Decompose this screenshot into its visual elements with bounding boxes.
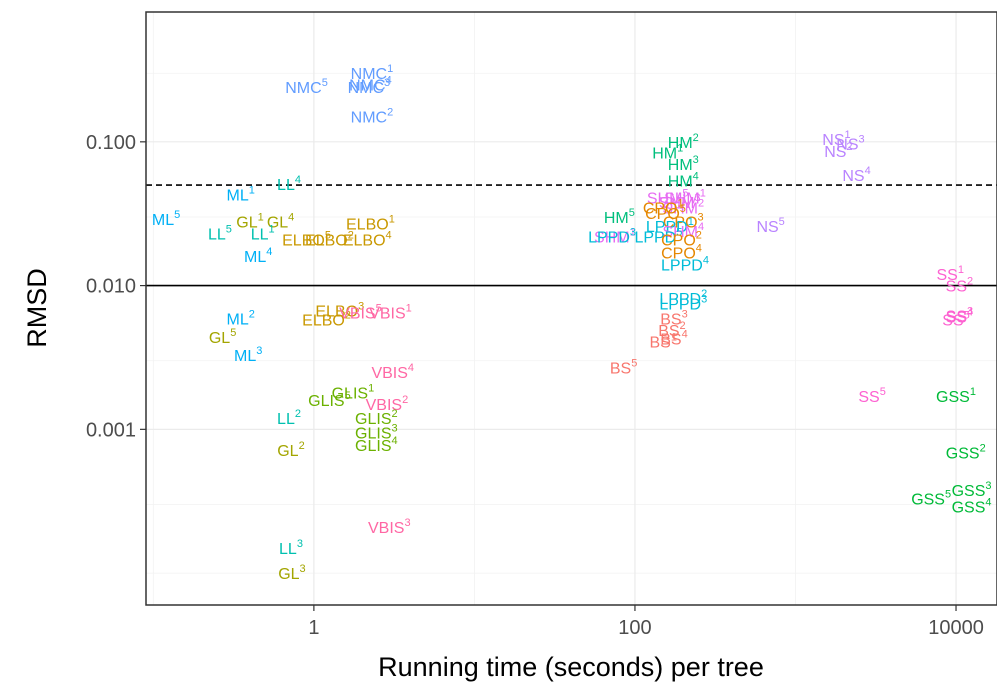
- point-label-shm: SHM2: [662, 197, 704, 217]
- point-label-lppd: LPPD3: [659, 294, 707, 314]
- point-label-glis: GLIS5: [308, 390, 351, 410]
- point-label-ll: LL5: [208, 224, 232, 244]
- y-tick-label: 0.001: [86, 419, 136, 441]
- point-label-ml: ML3: [234, 345, 262, 365]
- x-tick-label: 1: [308, 617, 319, 639]
- point-label-ns: NS5: [756, 216, 784, 236]
- y-axis: 0.001 0.010 0.100: [86, 132, 146, 441]
- point-label-ss: SS3: [946, 305, 973, 325]
- point-label-hm: HM3: [668, 154, 699, 174]
- point-label-gl: GL3: [278, 563, 305, 583]
- point-label-hm: HM4: [668, 170, 699, 190]
- point-label-cpo: CPO3: [663, 211, 704, 231]
- point-label-ml: ML1: [227, 185, 255, 205]
- point-label-nmc: NMC2: [351, 107, 394, 127]
- point-label-ml: ML2: [227, 309, 255, 329]
- point-label-gl: GL4: [267, 211, 294, 231]
- point-label-ss: SS5: [858, 386, 885, 406]
- point-label-ss: SS4: [946, 306, 973, 326]
- point-label-gss: GSS3: [952, 480, 992, 500]
- point-label-hm: HM2: [668, 132, 699, 152]
- point-label-ns: NS4: [842, 165, 870, 185]
- reference-lines: [146, 184, 997, 287]
- point-label-elbo: ELBO2: [302, 310, 351, 330]
- point-label-gl: GL1: [236, 211, 263, 231]
- point-label-ll: LL3: [279, 538, 303, 558]
- point-label-hm: HM5: [604, 207, 635, 227]
- x-axis-title: Running time (seconds) per tree: [378, 652, 764, 682]
- point-label-ll: LL1: [251, 224, 275, 244]
- point-label-vbis: VBIS1: [369, 302, 412, 322]
- point-label-ns: NS3: [836, 134, 864, 154]
- point-label-vbis: VBIS4: [371, 362, 414, 382]
- point-label-glis: GLIS4: [355, 435, 398, 455]
- point-label-nmc: NMC5: [285, 77, 328, 97]
- point-label-cpo: CPO4: [661, 242, 702, 262]
- point-label-lppd: LPPD2: [659, 288, 707, 308]
- x-tick-label: 10000: [928, 617, 984, 639]
- point-label-ml: ML5: [152, 209, 180, 229]
- point-label-glis: GLIS2: [355, 408, 398, 428]
- point-label-elbo: ELBO3: [315, 301, 364, 321]
- point-label-cpo: CPO5: [645, 203, 686, 223]
- point-label-ss: SS1: [936, 264, 963, 284]
- y-tick-label: 0.010: [86, 276, 136, 298]
- point-label-shm: SHM5: [647, 187, 689, 207]
- point-label-glis: GLIS1: [332, 383, 375, 403]
- point-label-gss: GSS2: [946, 443, 986, 463]
- point-label-gss: GSS1: [936, 386, 976, 406]
- point-label-gl: GL2: [277, 440, 304, 460]
- point-label-ll: LL4: [277, 174, 301, 194]
- point-label-nmc: NMC3: [348, 77, 391, 97]
- y-tick-label: 0.100: [86, 132, 136, 154]
- point-label-lppd: LPPD5: [634, 226, 682, 246]
- point-label-elbo: ELBO1: [346, 214, 395, 234]
- point-label-lppd: LPPD1: [646, 216, 694, 236]
- point-label-gss: GSS4: [952, 497, 992, 517]
- point-label-vbis: VBIS5: [339, 302, 382, 322]
- point-label-nmc: NMC1: [351, 63, 394, 83]
- point-label-lppd: LPPD4: [661, 255, 709, 275]
- point-label-shm: SHM1: [594, 226, 636, 246]
- plot-border: [145, 11, 997, 606]
- point-label-ss: SS5: [942, 310, 969, 330]
- point-label-shm: SHM4: [662, 221, 704, 241]
- point-label-bs: BS1: [649, 331, 676, 351]
- point-label-vbis: VBIS3: [368, 517, 411, 537]
- point-label-ll: LL2: [277, 408, 301, 428]
- point-label-elbo: ELBO4: [343, 229, 392, 249]
- point-label-nmc: NMC4: [349, 75, 392, 95]
- plot-panel: [146, 12, 997, 605]
- point-label-elbo: ELBO5: [282, 229, 331, 249]
- point-label-lppd: LPPD3: [588, 226, 636, 246]
- point-label-bs: BS4: [660, 328, 687, 348]
- point-label-ns: NS1: [822, 129, 850, 149]
- point-label-ml: ML4: [244, 246, 272, 266]
- point-label-bs: BS5: [610, 357, 637, 377]
- point-label-bs: BS3: [660, 309, 687, 329]
- point-label-gss: GSS5: [911, 489, 951, 509]
- point-label-shm: SHM3: [659, 192, 701, 212]
- point-label-elbo: ELBO2: [305, 229, 354, 249]
- point-label-shm: SHM1: [664, 187, 706, 207]
- point-label-ns: NS2: [824, 141, 852, 161]
- point-label-cpo: CPO2: [661, 229, 702, 249]
- x-axis: 1 100 10000: [308, 605, 984, 639]
- x-tick-label: 100: [618, 617, 651, 639]
- y-axis-title: RMSD: [22, 268, 52, 348]
- point-label-gl: GL5: [209, 327, 236, 347]
- point-label-bs: BS2: [658, 320, 685, 340]
- point-label-hm: HM1: [652, 143, 683, 163]
- point-label-ss: SS2: [946, 276, 973, 296]
- point-label-glis: GLIS3: [355, 423, 398, 443]
- point-label-cpo: CPO1: [643, 197, 684, 217]
- point-label-vbis: VBIS2: [366, 394, 409, 414]
